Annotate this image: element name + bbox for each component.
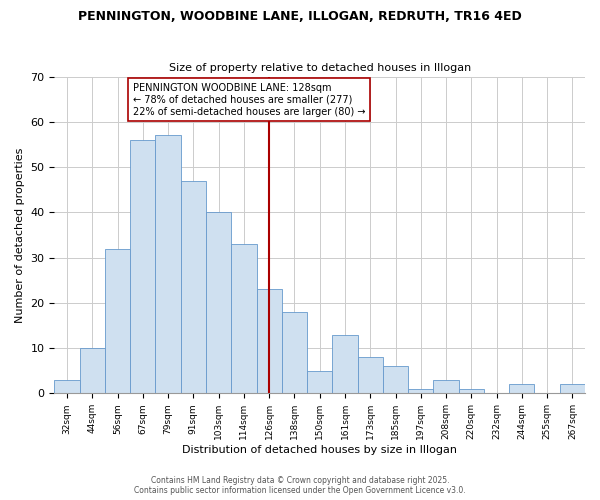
Text: PENNINGTON WOODBINE LANE: 128sqm
← 78% of detached houses are smaller (277)
22% : PENNINGTON WOODBINE LANE: 128sqm ← 78% o… <box>133 84 365 116</box>
Bar <box>358 357 383 394</box>
Bar <box>181 180 206 394</box>
Title: Size of property relative to detached houses in Illogan: Size of property relative to detached ho… <box>169 63 471 73</box>
Bar <box>155 136 181 394</box>
Bar <box>383 366 408 394</box>
Bar <box>433 380 458 394</box>
Bar <box>282 312 307 394</box>
Bar <box>231 244 257 394</box>
Text: PENNINGTON, WOODBINE LANE, ILLOGAN, REDRUTH, TR16 4ED: PENNINGTON, WOODBINE LANE, ILLOGAN, REDR… <box>78 10 522 23</box>
Bar <box>307 370 332 394</box>
Bar <box>560 384 585 394</box>
Bar <box>80 348 105 394</box>
Bar <box>55 380 80 394</box>
Bar <box>130 140 155 394</box>
Bar <box>206 212 231 394</box>
Bar <box>458 389 484 394</box>
Bar <box>332 334 358 394</box>
Bar <box>408 389 433 394</box>
Bar <box>509 384 535 394</box>
X-axis label: Distribution of detached houses by size in Illogan: Distribution of detached houses by size … <box>182 445 457 455</box>
Y-axis label: Number of detached properties: Number of detached properties <box>15 148 25 322</box>
Text: Contains HM Land Registry data © Crown copyright and database right 2025.
Contai: Contains HM Land Registry data © Crown c… <box>134 476 466 495</box>
Bar <box>257 290 282 394</box>
Bar <box>105 248 130 394</box>
